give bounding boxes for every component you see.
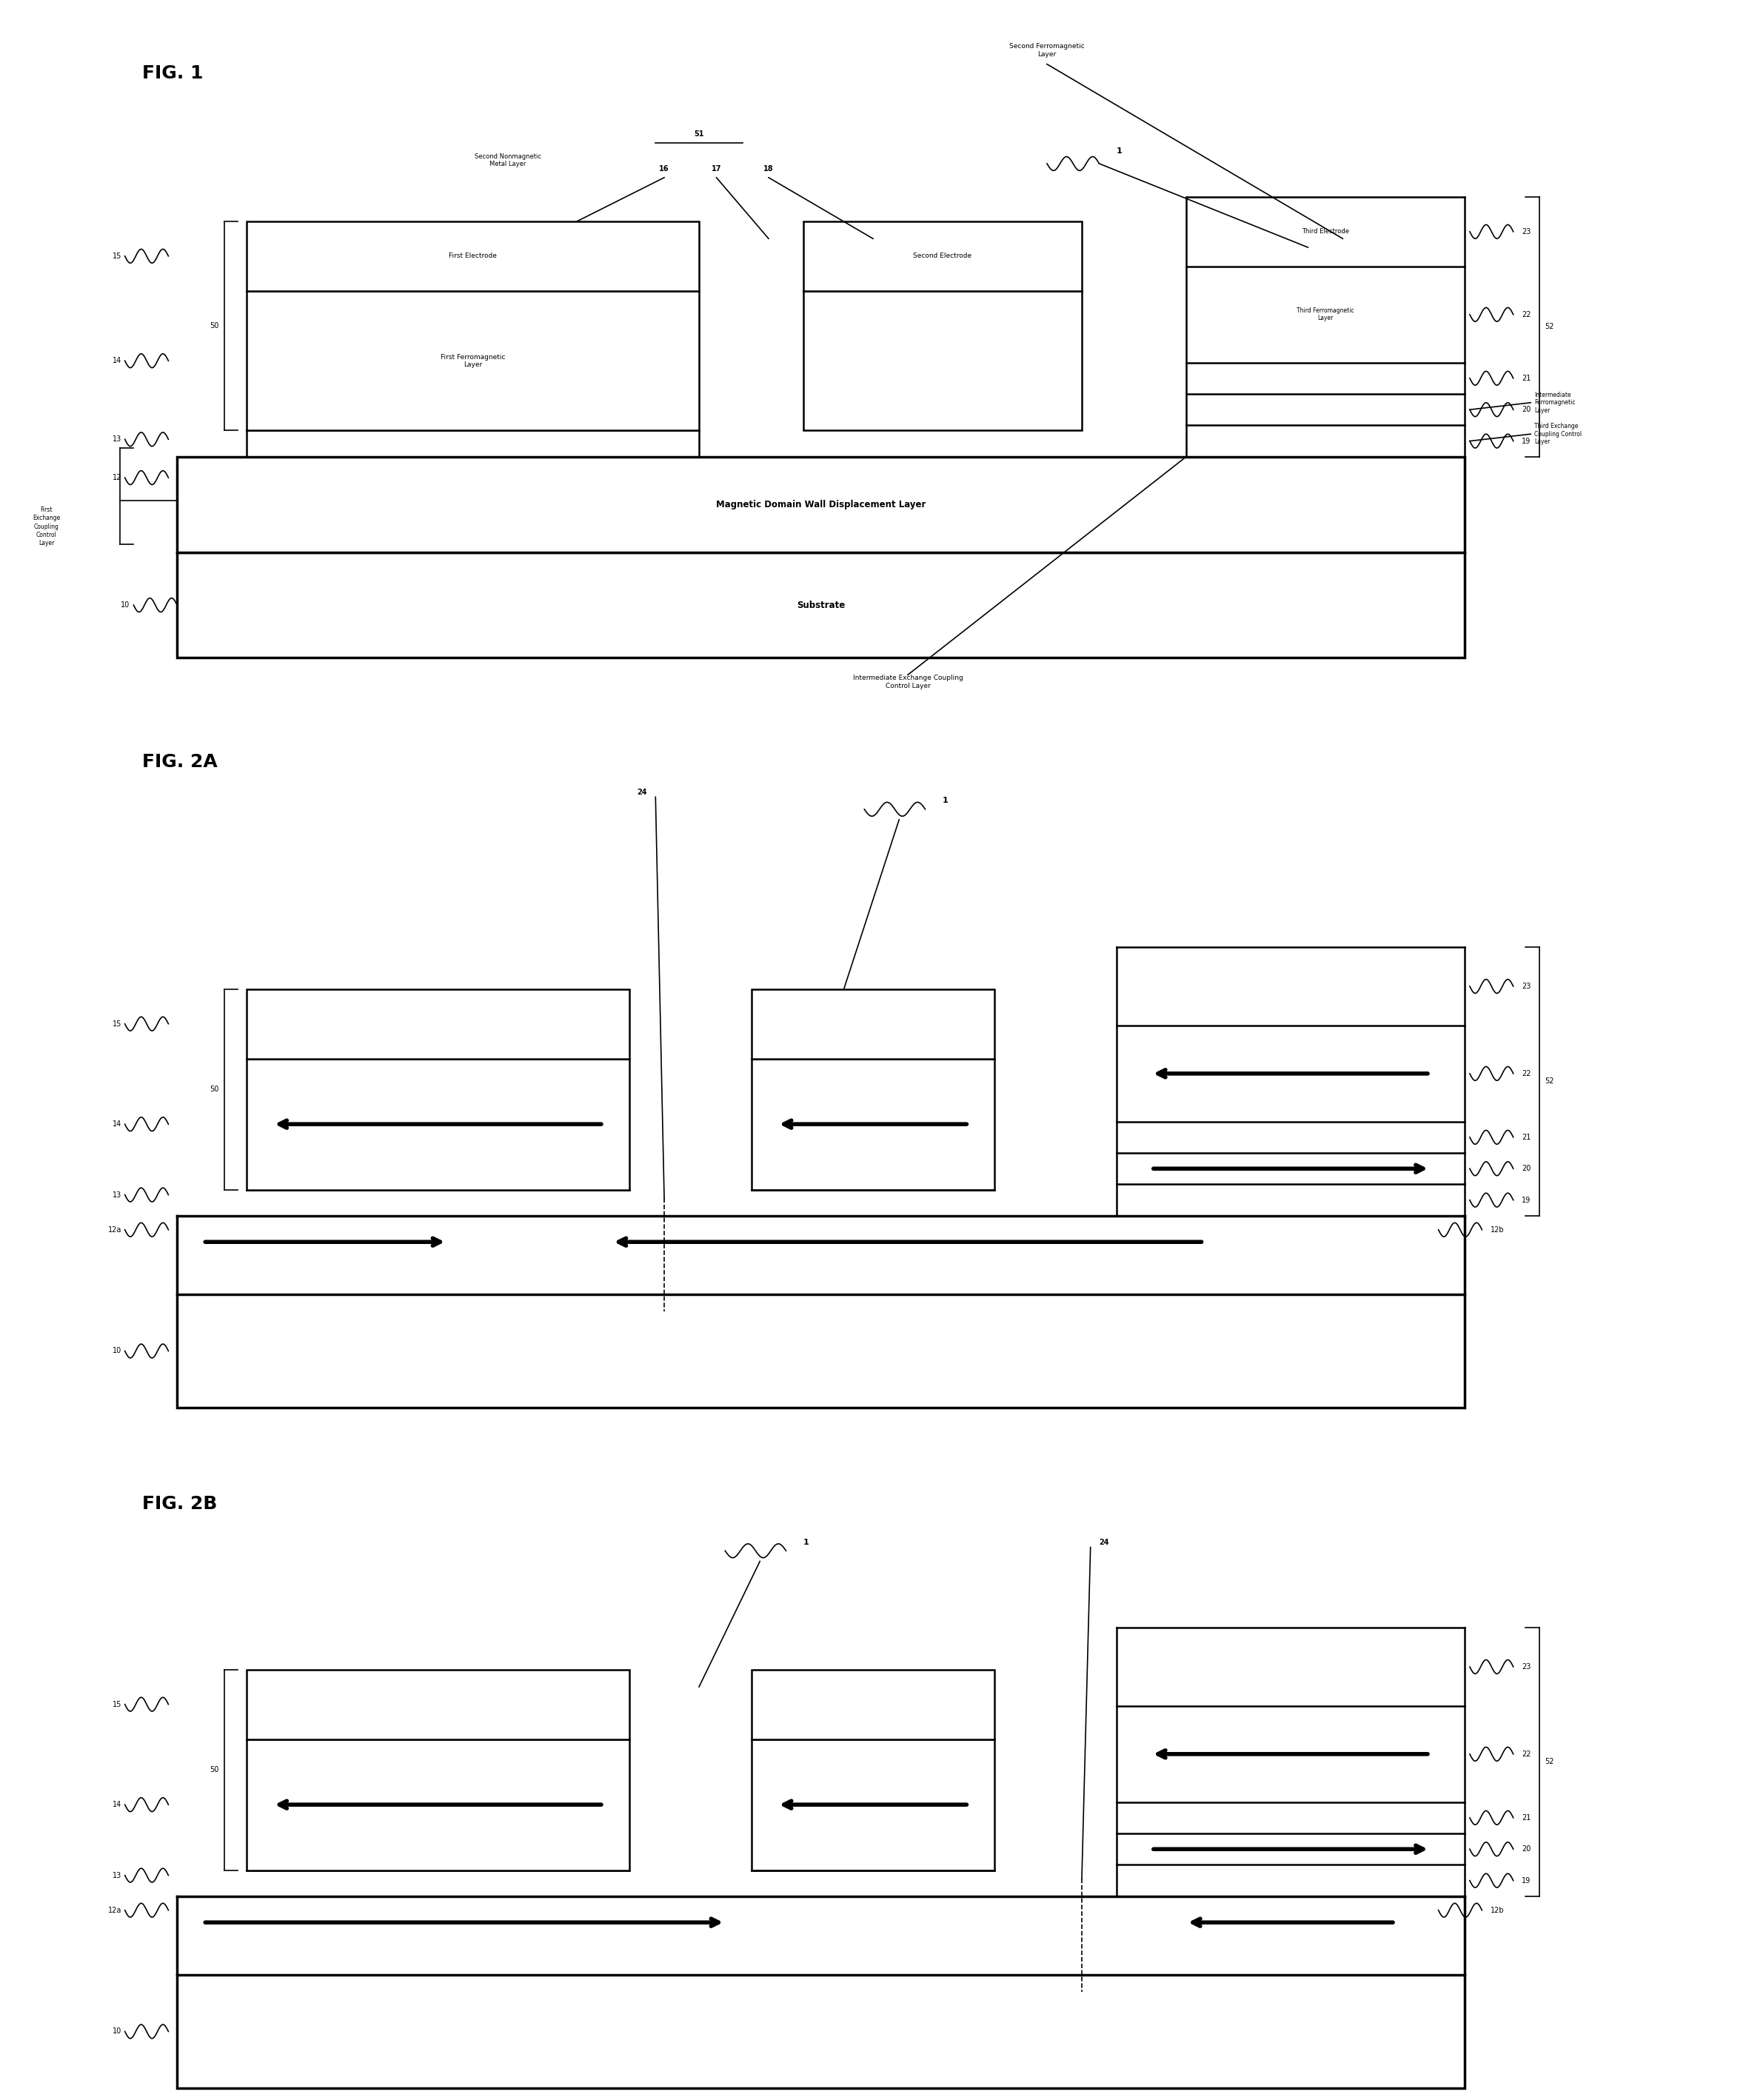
Text: 14: 14 <box>112 1121 122 1128</box>
Text: 12b: 12b <box>1491 1907 1505 1913</box>
Text: 52: 52 <box>1545 1758 1554 1766</box>
Bar <box>246 989 629 1058</box>
Text: 19: 19 <box>1523 437 1531 445</box>
Text: 15: 15 <box>112 1021 122 1027</box>
Text: Second Nonmagnetic
Metal Layer: Second Nonmagnetic Metal Layer <box>475 153 541 168</box>
Text: 14: 14 <box>112 1802 122 1808</box>
Text: Third Exchange
Coupling Control
Layer: Third Exchange Coupling Control Layer <box>1535 422 1582 445</box>
Text: Third Electrode: Third Electrode <box>1303 229 1350 235</box>
Text: 12: 12 <box>112 475 122 481</box>
Text: Second Ferromagnetic
Layer: Second Ferromagnetic Layer <box>1009 44 1084 57</box>
Bar <box>803 292 1083 430</box>
Text: 23: 23 <box>1523 229 1531 235</box>
Text: 50: 50 <box>210 321 218 330</box>
Bar <box>176 456 1465 552</box>
Text: 19: 19 <box>1523 1197 1531 1203</box>
Text: 13: 13 <box>112 435 122 443</box>
Text: FIG. 2B: FIG. 2B <box>141 1495 217 1512</box>
Bar <box>246 292 698 430</box>
Bar <box>751 1669 995 1739</box>
Text: 20: 20 <box>1523 405 1531 414</box>
Text: 12a: 12a <box>108 1907 122 1913</box>
Text: 15: 15 <box>112 252 122 260</box>
Text: FIG. 1: FIG. 1 <box>141 65 203 82</box>
Text: 17: 17 <box>711 166 721 172</box>
Bar <box>803 220 1083 292</box>
Text: 51: 51 <box>693 130 704 139</box>
Text: 21: 21 <box>1523 374 1531 382</box>
Text: 23: 23 <box>1523 1663 1531 1669</box>
Bar <box>751 1739 995 1871</box>
Text: 15: 15 <box>112 1701 122 1707</box>
Text: 19: 19 <box>1523 1877 1531 1884</box>
Text: Intermediate
Ferromagnetic
Layer: Intermediate Ferromagnetic Layer <box>1535 391 1575 414</box>
Bar <box>176 552 1465 657</box>
Text: 52: 52 <box>1545 1077 1554 1086</box>
Text: Substrate: Substrate <box>796 601 845 609</box>
Text: 24: 24 <box>637 788 646 796</box>
Text: 22: 22 <box>1523 1069 1531 1077</box>
Text: 16: 16 <box>660 166 669 172</box>
Text: 10: 10 <box>112 2029 122 2035</box>
Text: 20: 20 <box>1523 1846 1531 1852</box>
Text: Intermediate Exchange Coupling
Control Layer: Intermediate Exchange Coupling Control L… <box>852 674 962 689</box>
Text: 12b: 12b <box>1491 1226 1505 1233</box>
Text: 1: 1 <box>803 1539 808 1546</box>
Text: 22: 22 <box>1523 311 1531 319</box>
Text: 52: 52 <box>1545 323 1554 330</box>
Bar <box>246 1739 629 1871</box>
Text: 50: 50 <box>210 1766 218 1774</box>
Text: 12a: 12a <box>108 1226 122 1233</box>
Text: 14: 14 <box>112 357 122 365</box>
Text: 10: 10 <box>120 601 131 609</box>
Text: 22: 22 <box>1523 1749 1531 1758</box>
Bar <box>246 1058 629 1189</box>
Bar <box>246 220 698 292</box>
Text: 24: 24 <box>1100 1539 1109 1546</box>
Bar <box>751 989 995 1058</box>
Text: Third Ferromagnetic
Layer: Third Ferromagnetic Layer <box>1297 307 1355 321</box>
Text: 1: 1 <box>1117 147 1123 155</box>
Text: 13: 13 <box>112 1191 122 1199</box>
Text: Magnetic Domain Wall Displacement Layer: Magnetic Domain Wall Displacement Layer <box>716 500 925 510</box>
Text: 50: 50 <box>210 1086 218 1092</box>
Bar <box>176 1294 1465 1407</box>
Bar <box>246 1669 629 1739</box>
Bar <box>751 1058 995 1189</box>
Text: 1: 1 <box>943 798 948 804</box>
Text: First Ferromagnetic
Layer: First Ferromagnetic Layer <box>440 353 505 367</box>
Text: 18: 18 <box>763 166 773 172</box>
Text: FIG. 2A: FIG. 2A <box>141 754 218 771</box>
Text: Second Electrode: Second Electrode <box>913 252 973 260</box>
Text: First Electrode: First Electrode <box>449 252 498 260</box>
Text: 23: 23 <box>1523 983 1531 989</box>
Bar <box>176 1974 1465 2087</box>
Text: 20: 20 <box>1523 1166 1531 1172</box>
Text: 13: 13 <box>112 1871 122 1880</box>
Text: First
Exchange
Coupling
Control
Layer: First Exchange Coupling Control Layer <box>33 506 61 546</box>
Text: 10: 10 <box>112 1348 122 1354</box>
Text: 21: 21 <box>1523 1134 1531 1140</box>
Text: 21: 21 <box>1523 1814 1531 1821</box>
